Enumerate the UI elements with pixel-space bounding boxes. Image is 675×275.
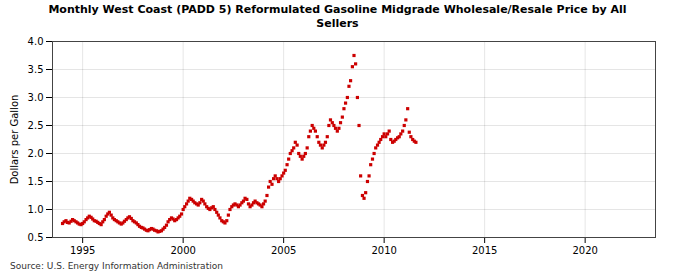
svg-text:Dollars per Gallon: Dollars per Gallon — [9, 94, 20, 184]
svg-text:3.5: 3.5 — [28, 63, 44, 74]
html-text:Monthly West Coast (PADD 5) Re: Monthly West Coast (PADD 5) Reformulated… — [48, 3, 627, 30]
html-text:Source: U.S. Energy Informatio: Source: U.S. Energy Information Administ… — [10, 260, 223, 271]
svg-text:1.0: 1.0 — [28, 203, 44, 214]
svg-text:2005: 2005 — [271, 244, 296, 255]
svg-text:1.5: 1.5 — [28, 175, 44, 186]
svg-text:4.0: 4.0 — [28, 35, 44, 46]
svg-text:2.0: 2.0 — [28, 147, 44, 158]
svg-text:2020: 2020 — [572, 244, 597, 255]
svg-text:0.5: 0.5 — [28, 231, 44, 242]
svg-text:2.5: 2.5 — [28, 119, 44, 130]
svg-text:3.0: 3.0 — [28, 91, 44, 102]
svg-text:2015: 2015 — [472, 244, 497, 255]
svg-text:2010: 2010 — [371, 244, 396, 255]
svg-text:2000: 2000 — [170, 244, 195, 255]
svg-text:1995: 1995 — [70, 244, 95, 255]
